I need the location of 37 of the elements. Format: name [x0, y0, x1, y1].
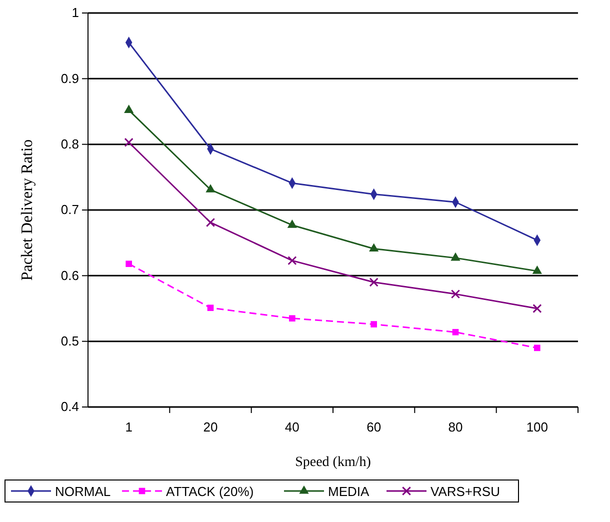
y-tick-label: 0.5 [60, 333, 79, 348]
point [206, 184, 216, 192]
x-axis-title: Speed (km/h) [295, 455, 372, 470]
point [126, 260, 132, 268]
point [287, 220, 297, 228]
legend-label: ATTACK (20%) [166, 484, 254, 499]
x-tick-label: 100 [526, 420, 548, 435]
point [288, 256, 297, 266]
point [124, 138, 134, 147]
y-tick-label: 1 [72, 5, 79, 20]
point [124, 104, 134, 113]
y-tick-label: 0.6 [60, 268, 79, 283]
x-tick-label: 1 [125, 420, 132, 435]
legend-label: NORMAL [55, 484, 111, 499]
point [289, 315, 296, 322]
point [532, 266, 542, 274]
legend-label: VARS+RSU [430, 484, 500, 499]
y-tick-label: 0.8 [60, 136, 79, 152]
point [370, 321, 377, 328]
point [452, 328, 459, 336]
point [369, 243, 379, 252]
x-tick-label: 40 [284, 420, 300, 435]
y-tick-label: 0.4 [60, 399, 79, 414]
point [532, 304, 542, 314]
x-tick-label: 20 [203, 420, 218, 435]
legend-label: MEDIA [328, 484, 370, 499]
point [534, 344, 540, 352]
point [206, 218, 216, 228]
x-tick-label: 60 [366, 420, 382, 435]
y-tick-label: 0.7 [60, 202, 79, 218]
point [450, 289, 460, 299]
point [207, 304, 214, 312]
x-tick-label: 80 [448, 420, 463, 435]
y-tick-label: 0.9 [60, 70, 79, 86]
point [450, 252, 460, 261]
point [369, 278, 378, 287]
y-axis-title: Packet Delivery Ratio [19, 139, 36, 281]
